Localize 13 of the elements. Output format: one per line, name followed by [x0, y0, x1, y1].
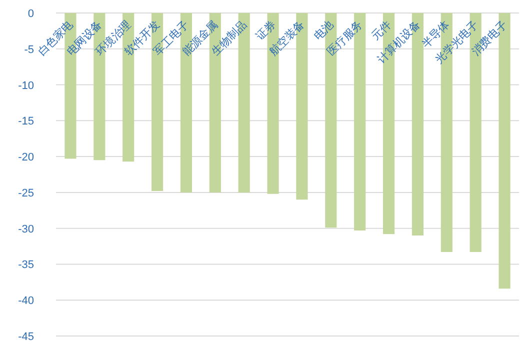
x-tick-label: 元件: [370, 18, 394, 43]
y-tick-label: -45: [18, 331, 34, 343]
y-tick-label: -10: [18, 80, 34, 92]
y-tick-label: -15: [18, 116, 34, 128]
y-tick-label: -20: [18, 152, 34, 164]
y-tick-label: -30: [18, 223, 34, 236]
y-tick-label: -35: [18, 259, 34, 272]
y-tick-label: -40: [18, 295, 34, 308]
y-tick-label: 0: [28, 8, 34, 20]
y-tick-label: -5: [24, 44, 34, 56]
x-tick-label: 证券: [253, 18, 278, 43]
y-tick-label: -25: [18, 187, 34, 200]
x-tick-label: 电池: [311, 18, 336, 43]
